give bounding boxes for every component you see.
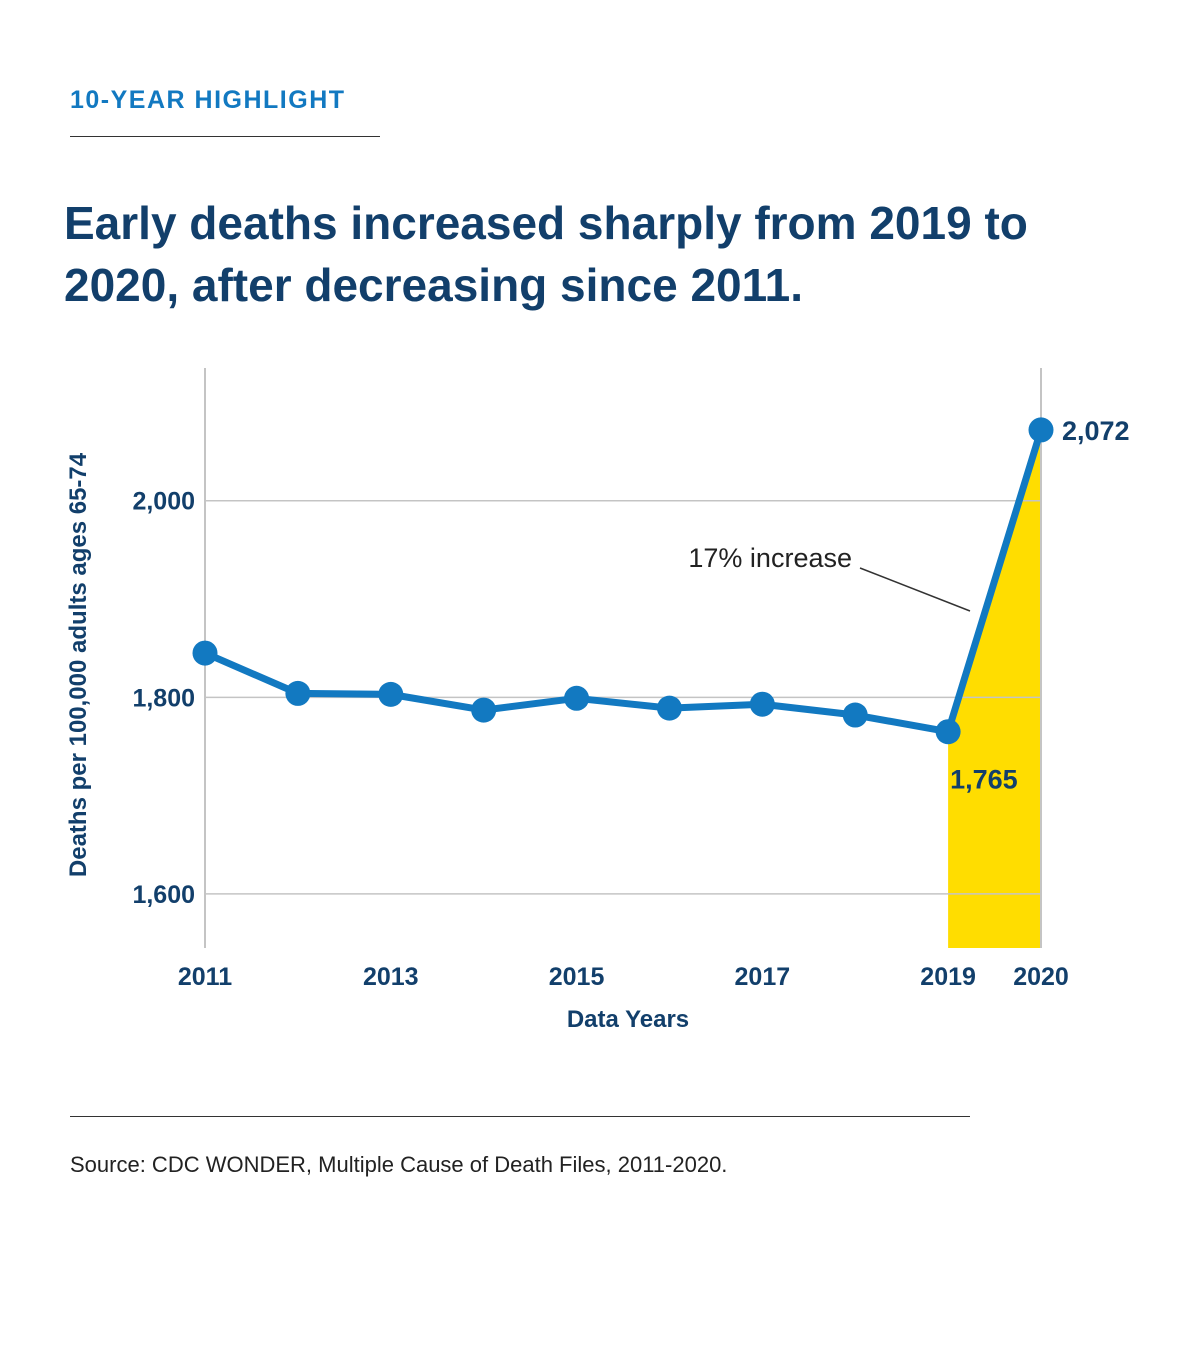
y-tick-label: 1,600 (132, 881, 195, 909)
x-tick-label: 2019 (920, 963, 976, 991)
highlight-area (948, 429, 1041, 948)
y-tick-label: 1,800 (132, 684, 195, 712)
y-tick-label: 2,000 (132, 488, 195, 516)
x-axis-title: Data Years (567, 1006, 689, 1033)
data-point-2014 (471, 697, 497, 723)
x-tick-label: 2011 (178, 963, 232, 991)
increase-annotation: 17% increase (688, 543, 852, 573)
data-point-2019 (935, 719, 961, 745)
x-tick-label: 2017 (735, 963, 791, 991)
y-axis-title: Deaths per 100,000 adults ages 65-74 (65, 452, 92, 877)
kicker-divider (70, 136, 380, 137)
data-point-2017 (749, 691, 775, 717)
x-tick-label: 2020 (1013, 963, 1069, 991)
x-tick-label: 2015 (549, 963, 605, 991)
data-label-2019: 1,765 (950, 765, 1018, 795)
data-point-2020 (1028, 417, 1054, 443)
annotation-leader-line (859, 567, 971, 612)
data-point-2018 (842, 702, 868, 728)
chart-title: Early deaths increased sharply from 2019… (64, 197, 1028, 311)
data-point-2011 (192, 640, 218, 666)
section-kicker: 10-YEAR HIGHLIGHT (70, 86, 346, 114)
source-note: Source: CDC WONDER, Multiple Cause of De… (70, 1152, 728, 1177)
data-point-2015 (564, 685, 590, 711)
series-line (201, 426, 1045, 736)
footer-divider (70, 1116, 970, 1117)
data-point-2013 (378, 681, 404, 707)
x-tick-label: 2013 (363, 963, 419, 991)
data-point-2012 (285, 680, 311, 706)
data-point-2016 (656, 695, 682, 721)
data-label-2020: 2,072 (1062, 416, 1130, 446)
